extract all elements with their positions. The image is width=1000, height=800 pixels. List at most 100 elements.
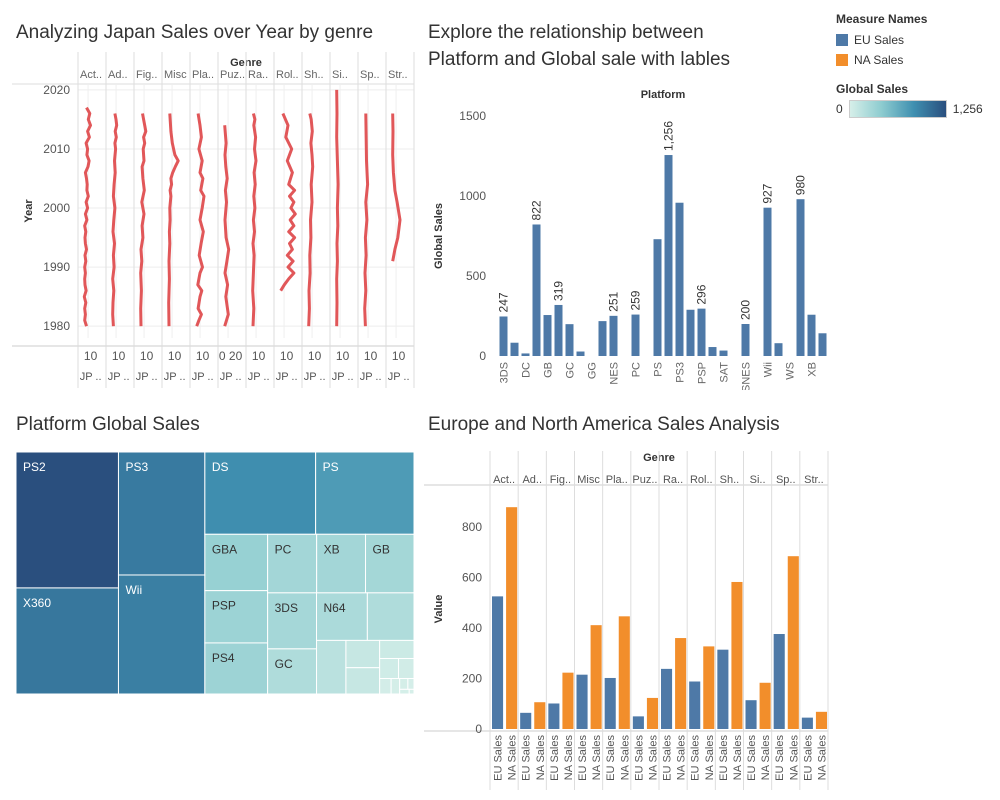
- measure-label: EU Sales: [718, 735, 730, 781]
- treemap-tile-17: [316, 639, 347, 694]
- na-sales-bar-3: [562, 672, 574, 729]
- x-axis-tick: 10: [168, 349, 182, 363]
- genre-label: Fig..: [136, 69, 157, 81]
- y-tick-label: 0: [475, 722, 482, 736]
- genre-label: Sp..: [360, 69, 380, 81]
- treemap-tile-label: XB: [324, 542, 340, 556]
- x-tick-label: GB: [543, 362, 555, 378]
- genre-label: Sh..: [720, 474, 740, 486]
- eu-sales-bar-8: [689, 681, 701, 729]
- jp-sales-line-8: [279, 112, 297, 292]
- treemap-tile-label: PS2: [23, 460, 46, 474]
- measure-label: JP ..: [164, 371, 186, 383]
- measure-label: EU Sales: [690, 735, 702, 781]
- platform-header: Platform: [641, 89, 686, 101]
- treemap-tile-label: PSP: [212, 599, 236, 613]
- treemap-tile-label: GBA: [212, 542, 237, 556]
- treemap-tile-5: [204, 452, 317, 535]
- y-tick-label: 2020: [43, 83, 70, 97]
- data-label: 296: [695, 284, 709, 304]
- measure-label: EU Sales: [662, 735, 674, 781]
- bar-30: [818, 333, 827, 356]
- genre-label: Act..: [80, 69, 102, 81]
- measure-label: JP ..: [192, 371, 214, 383]
- treemap-tile-10: [267, 533, 318, 594]
- legend-item-na-sales[interactable]: NA Sales: [836, 50, 996, 70]
- measure-names-legend-title: Measure Names: [836, 12, 928, 26]
- bar-28: [796, 199, 805, 356]
- y-tick-label: 400: [462, 621, 482, 635]
- bar-15: [653, 239, 662, 356]
- measure-label: NA Sales: [591, 735, 603, 781]
- color-ramp-max: 1,256: [952, 102, 983, 116]
- x-axis-tick: 10: [252, 349, 266, 363]
- measure-label: EU Sales: [802, 735, 814, 781]
- treemap-tile-27: [399, 688, 410, 694]
- bar-18: [686, 309, 695, 356]
- x-axis-tick: 10: [336, 349, 350, 363]
- bar-8: [576, 351, 585, 356]
- measure-label: EU Sales: [577, 735, 589, 781]
- y-tick-label: 1980: [43, 319, 70, 333]
- genre-label: Puz..: [220, 69, 245, 81]
- bar-20: [708, 347, 717, 356]
- data-label: 200: [739, 300, 753, 320]
- genre-label: Pla..: [606, 474, 628, 486]
- y-tick-label: 200: [462, 671, 482, 685]
- eu-sales-bar-2: [520, 712, 532, 729]
- measure-label: NA Sales: [507, 735, 519, 781]
- na-sales-bar-2: [534, 702, 546, 729]
- x-axis-tick: 0 20: [219, 349, 243, 363]
- measure-label: NA Sales: [619, 735, 631, 781]
- y-tick-label: 2010: [43, 142, 70, 156]
- treemap-tile-4: [117, 574, 206, 694]
- genre-label: Ra..: [663, 474, 683, 486]
- genre-label: Str..: [388, 69, 408, 81]
- treemap-tile-7: [204, 533, 269, 592]
- x-axis-tick: 10: [140, 349, 154, 363]
- na-sales-bar-4: [590, 625, 602, 729]
- na-sales-bar-8: [703, 646, 715, 729]
- data-label: 259: [629, 290, 643, 310]
- y-tick-label: 1000: [459, 189, 486, 203]
- x-tick-label: GC: [565, 362, 577, 379]
- jp-sales-line-9: [307, 113, 315, 327]
- bar-3: [521, 353, 530, 356]
- data-label: 251: [607, 291, 621, 311]
- jp-sales-line-3: [139, 113, 148, 327]
- bar-11: [609, 315, 618, 356]
- x-axis-tick: 10: [112, 349, 126, 363]
- treemap-tile-label: PS: [323, 460, 339, 474]
- treemap-tile-label: PC: [275, 542, 292, 556]
- treemap-tile-6: [315, 452, 414, 535]
- treemap-tile-label: PS3: [125, 460, 148, 474]
- color-ramp-legend: 0 1,256: [836, 100, 996, 118]
- na-sales-bar-6: [646, 697, 658, 729]
- eu-sales-bar-3: [548, 703, 560, 729]
- genre-label: Rol..: [276, 69, 299, 81]
- measure-label: EU Sales: [549, 735, 561, 781]
- eu-sales-swatch: [836, 34, 848, 46]
- genre-label: Sp..: [776, 474, 796, 486]
- treemap-tile-14: [267, 648, 318, 694]
- treemap-tile-13: [267, 592, 318, 650]
- legend-item-eu-sales[interactable]: EU Sales: [836, 30, 996, 50]
- genre-label: Ad..: [108, 69, 128, 81]
- genre-label: Act..: [493, 474, 515, 486]
- measure-label: JP ..: [80, 371, 102, 383]
- treemap-tile-3: [117, 452, 206, 576]
- y-axis-label: Year: [23, 199, 35, 223]
- japan-chart-title: Analyzing Japan Sales over Year by genre: [16, 22, 374, 43]
- eu-sales-bar-12: [801, 717, 813, 729]
- x-tick-label: SAT: [719, 362, 731, 383]
- bar-16: [664, 155, 673, 356]
- eu-sales-bar-10: [745, 700, 757, 729]
- jp-sales-line-10: [335, 89, 340, 327]
- measure-label: EU Sales: [746, 735, 758, 781]
- genre-label: Puz..: [632, 474, 657, 486]
- x-tick-label: NES: [609, 362, 621, 385]
- genre-label: Si..: [750, 474, 766, 486]
- legend-item-label: NA Sales: [854, 53, 904, 67]
- bar-6: [554, 304, 563, 356]
